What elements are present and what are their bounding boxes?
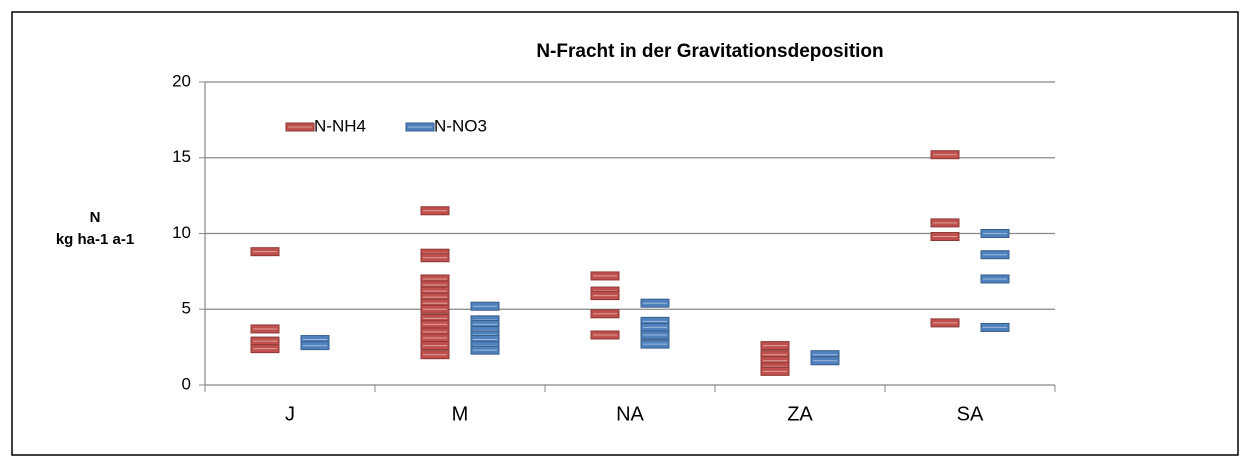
marker <box>420 253 450 263</box>
marker <box>250 324 280 334</box>
y-tick-label: 5 <box>182 299 191 318</box>
legend-marker <box>285 122 315 132</box>
x-tick-label: NA <box>616 403 644 425</box>
marker <box>640 330 670 340</box>
y-tick-label: 10 <box>172 223 191 242</box>
x-tick-label: J <box>285 403 295 425</box>
marker <box>760 366 790 376</box>
marker <box>980 250 1010 260</box>
marker <box>930 150 960 160</box>
marker <box>640 339 670 349</box>
marker <box>470 345 500 355</box>
marker <box>590 309 620 319</box>
marker <box>590 291 620 301</box>
marker <box>470 301 500 311</box>
y-axis-label: N <box>90 209 101 226</box>
marker <box>420 304 450 314</box>
y-tick-label: 15 <box>172 147 191 166</box>
marker <box>250 247 280 257</box>
marker <box>930 218 960 228</box>
y-tick-label: 20 <box>172 71 191 90</box>
marker <box>930 318 960 328</box>
legend-label: N-NO3 <box>434 116 487 135</box>
legend-marker <box>405 122 435 132</box>
x-tick-label: ZA <box>787 403 813 425</box>
y-tick-label: 0 <box>182 374 191 393</box>
marker <box>590 271 620 281</box>
marker <box>590 330 620 340</box>
marker <box>810 356 840 366</box>
y-axis-label: kg ha-1 a-1 <box>56 231 134 248</box>
chart-title: N-Fracht in der Gravitationsdeposition <box>536 41 883 62</box>
marker <box>640 298 670 308</box>
marker <box>420 206 450 216</box>
marker <box>930 232 960 242</box>
marker <box>760 341 790 351</box>
marker <box>980 322 1010 332</box>
marker <box>420 350 450 360</box>
legend-label: N-NH4 <box>314 116 366 135</box>
marker <box>980 274 1010 284</box>
x-tick-label: SA <box>957 403 984 425</box>
marker <box>980 229 1010 238</box>
marker <box>250 344 280 354</box>
marker <box>300 341 330 351</box>
x-tick-label: M <box>452 403 469 425</box>
marker <box>420 341 450 351</box>
